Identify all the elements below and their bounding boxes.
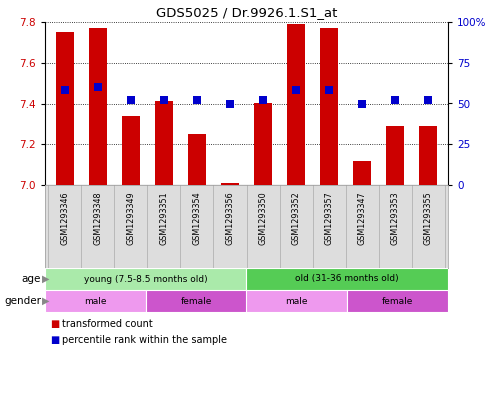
Bar (320, 28, 338, 185)
Bar (246, 268, 448, 290)
Point (61, 87, 69, 94)
Bar (122, 116, 140, 185)
Bar (188, 134, 206, 185)
Bar (386, 126, 404, 185)
Point (127, 97, 135, 103)
Point (391, 97, 399, 103)
Point (160, 97, 168, 103)
Text: GSM1293357: GSM1293357 (324, 192, 334, 245)
Text: percentile rank within the sample: percentile rank within the sample (62, 335, 227, 345)
Text: GSM1293348: GSM1293348 (93, 192, 103, 245)
Point (358, 100, 366, 107)
Bar (254, 103, 272, 185)
Text: GSM1293350: GSM1293350 (258, 192, 268, 245)
Point (325, 87, 333, 94)
Bar (155, 101, 173, 185)
Point (226, 100, 234, 107)
Text: ▶: ▶ (42, 296, 49, 306)
Text: ■: ■ (50, 335, 59, 345)
Text: female: female (382, 296, 413, 305)
Text: age: age (22, 274, 41, 284)
Point (424, 97, 432, 103)
Point (259, 97, 267, 103)
Point (94, 84, 102, 90)
Text: male: male (84, 296, 106, 305)
Bar (45, 290, 146, 312)
Bar (146, 290, 246, 312)
Title: GDS5025 / Dr.9926.1.S1_at: GDS5025 / Dr.9926.1.S1_at (156, 6, 337, 19)
Bar (347, 290, 448, 312)
Text: GSM1293354: GSM1293354 (192, 192, 202, 245)
Bar (89, 28, 107, 185)
Bar (56, 32, 74, 185)
Text: female: female (180, 296, 212, 305)
Text: GSM1293349: GSM1293349 (126, 192, 136, 245)
Text: GSM1293355: GSM1293355 (423, 192, 433, 245)
Bar (45, 268, 247, 290)
Text: GSM1293353: GSM1293353 (390, 192, 400, 245)
Text: gender: gender (4, 296, 41, 306)
Text: GSM1293352: GSM1293352 (291, 192, 301, 245)
Text: GSM1293347: GSM1293347 (357, 192, 367, 245)
Bar (287, 24, 305, 185)
Bar (246, 290, 347, 312)
Text: GSM1293346: GSM1293346 (60, 192, 70, 245)
Bar (353, 161, 371, 185)
Text: ■: ■ (50, 319, 59, 329)
Bar (221, 183, 239, 185)
Text: young (7.5-8.5 months old): young (7.5-8.5 months old) (84, 274, 208, 283)
Text: male: male (285, 296, 308, 305)
Bar (419, 126, 437, 185)
Point (292, 87, 300, 94)
Text: transformed count: transformed count (62, 319, 153, 329)
Text: GSM1293356: GSM1293356 (225, 192, 235, 245)
Text: old (31-36 months old): old (31-36 months old) (295, 274, 399, 283)
Text: GSM1293351: GSM1293351 (159, 192, 169, 245)
Point (193, 97, 201, 103)
Text: ▶: ▶ (42, 274, 49, 284)
